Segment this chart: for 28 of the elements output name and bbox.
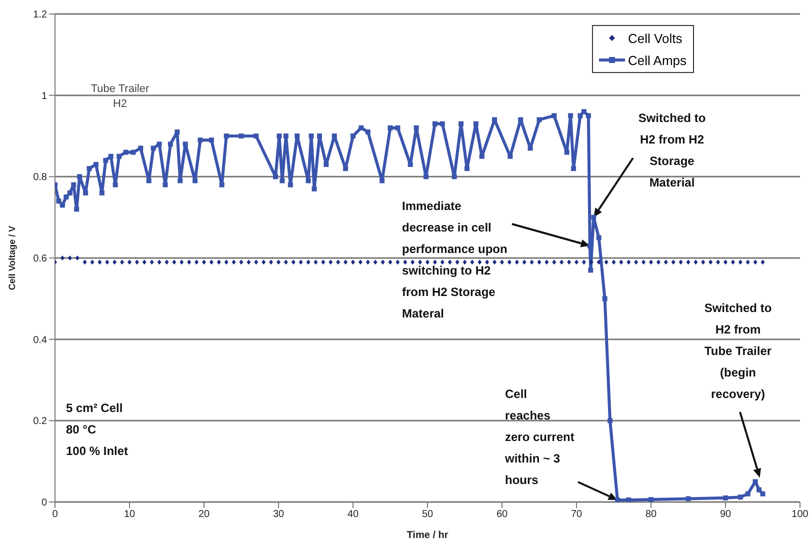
x-tick-label: 70 bbox=[570, 509, 582, 520]
y-axis-title: Cell Voltage / V bbox=[7, 226, 18, 290]
y-tick-label: 0.6 bbox=[33, 254, 48, 265]
y-tick-label: 1 bbox=[41, 90, 48, 102]
annotation: Switched to H2 from H2 Storage Material bbox=[638, 111, 706, 190]
x-tick-label: 20 bbox=[198, 509, 210, 520]
y-tick-label: 0.2 bbox=[33, 416, 48, 428]
legend-label: Cell Volts bbox=[628, 30, 682, 46]
x-tick-label: 100 bbox=[792, 509, 809, 520]
x-tick-label: 10 bbox=[124, 509, 136, 520]
x-tick-label: 0 bbox=[52, 509, 58, 520]
x-tick-label: 60 bbox=[496, 509, 508, 520]
x-tick-label: 50 bbox=[422, 509, 434, 520]
annotation: 5 cm² Cell 80 °C 100 % Inlet bbox=[66, 401, 128, 458]
x-axis-title: Time / hr bbox=[406, 530, 448, 541]
annotation: Switched to H2 from Tube Trailer (begin recovery) bbox=[704, 301, 772, 401]
legend-label: Cell Amps bbox=[628, 52, 687, 68]
annotation: Immediate decrease in cell performance upon switching to H2 from H2 Storage Materal bbox=[402, 199, 508, 320]
y-tick-label: 0 bbox=[41, 498, 48, 509]
annotation: Tube Trailer H2 bbox=[90, 83, 150, 110]
y-tick-label: 1.2 bbox=[33, 10, 48, 21]
annotation: Cell reaches zero current within ~ 3 hours bbox=[504, 387, 574, 487]
x-tick-label: 80 bbox=[645, 509, 657, 520]
y-tick-label: 0.8 bbox=[33, 172, 48, 184]
x-tick-label: 30 bbox=[272, 509, 284, 520]
x-tick-label: 40 bbox=[347, 509, 359, 520]
y-tick-label: 0.4 bbox=[33, 334, 48, 346]
x-tick-label: 90 bbox=[720, 509, 732, 520]
